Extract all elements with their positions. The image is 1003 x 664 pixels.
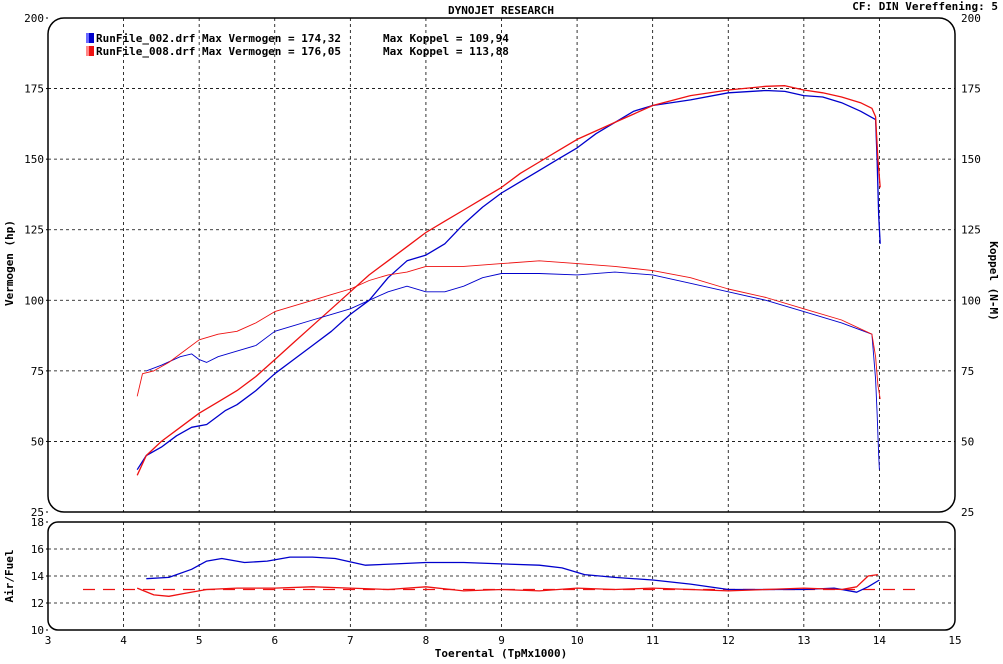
main-ytick-label-right: 150	[961, 153, 981, 166]
legend-koppel-008: Max Koppel = 113,88	[383, 45, 509, 58]
legend-swatch-002-highlight	[86, 33, 89, 43]
legend-koppel-002: Max Koppel = 109,94	[383, 32, 509, 45]
main-ytick-label-right: 200	[961, 12, 981, 25]
af-xtick-label: 15	[948, 634, 961, 647]
af-axis-label: Air/Fuel	[3, 550, 16, 603]
main-ytick-label: 50	[31, 435, 44, 448]
cf-text: CF: DIN Vereffening: 5	[852, 0, 998, 13]
af-ytick-label: 12	[31, 597, 44, 610]
legend-label-008: RunFile_008.drf Max Vermogen = 176,05	[96, 45, 341, 58]
legend: RunFile_002.drf Max Vermogen = 174,32 Ma…	[86, 32, 509, 58]
main-ytick-label-right: 175	[961, 83, 981, 96]
af-xtick-label: 13	[797, 634, 810, 647]
x-axis-label: Toerental (TpMx1000)	[435, 647, 567, 660]
af-xtick-label: 14	[873, 634, 887, 647]
main-ytick-label: 75	[31, 365, 44, 378]
main-series-vermogen-runfile-008-drf	[136, 85, 881, 476]
af-xtick-label: 6	[271, 634, 278, 647]
main-ytick-label: 150	[24, 153, 44, 166]
af-xtick-label: 5	[196, 634, 203, 647]
power-torque-panel: 25 25 50 50 75 75 100 100 125 125 150 150 175 175 200 2…	[24, 12, 981, 519]
main-ytick-label: 175	[24, 83, 44, 96]
main-ytick-label-right: 25	[961, 506, 974, 519]
main-series-koppel-runfile-002-drf	[146, 271, 880, 470]
legend-swatch-008	[86, 46, 94, 56]
main-ytick-label: 125	[24, 224, 44, 237]
af-xtick-label: 11	[646, 634, 659, 647]
y-axis-label-right: Koppel (N-M)	[987, 241, 1000, 320]
main-ytick-label-right: 125	[961, 224, 981, 237]
main-ytick-label: 25	[31, 506, 44, 519]
af-ytick-label: 10	[31, 624, 44, 637]
af-ytick-label: 18	[31, 516, 44, 529]
af-xtick-label: 12	[722, 634, 735, 647]
main-plot-area	[48, 18, 955, 512]
air-fuel-panel: 10 12 14 16 18 3 4 5 6 7 8 9 10 11 12 13 14 15	[31, 516, 962, 647]
main-series-vermogen-runfile-002-drf	[136, 89, 881, 471]
af-xtick-label: 8	[423, 634, 430, 647]
af-xtick-label: 3	[45, 634, 52, 647]
y-axis-label-left: Vermogen (hp)	[3, 220, 16, 306]
chart-title: DYNOJET RESEARCH	[448, 4, 554, 17]
af-ytick-label: 14	[31, 570, 45, 583]
af-series-runfile-008-drf	[136, 573, 878, 597]
main-series-koppel-runfile-008-drf	[136, 260, 881, 400]
main-ytick-label: 100	[24, 294, 44, 307]
legend-swatch-008-highlight	[86, 46, 89, 56]
af-xtick-label: 10	[570, 634, 583, 647]
af-ytick-label: 16	[31, 543, 44, 556]
af-xtick-label: 9	[498, 634, 505, 647]
af-plot-area	[48, 522, 955, 630]
main-ytick-label-right: 50	[961, 435, 974, 448]
legend-swatch-002	[86, 33, 94, 43]
af-xtick-label: 7	[347, 634, 354, 647]
af-xtick-label: 4	[120, 634, 127, 647]
af-series-runfile-002-drf	[146, 556, 880, 593]
main-ytick-label-right: 75	[961, 365, 974, 378]
main-ytick-label: 200	[24, 12, 44, 25]
main-ytick-label-right: 100	[961, 294, 981, 307]
legend-label-002: RunFile_002.drf Max Vermogen = 174,32	[96, 32, 341, 45]
